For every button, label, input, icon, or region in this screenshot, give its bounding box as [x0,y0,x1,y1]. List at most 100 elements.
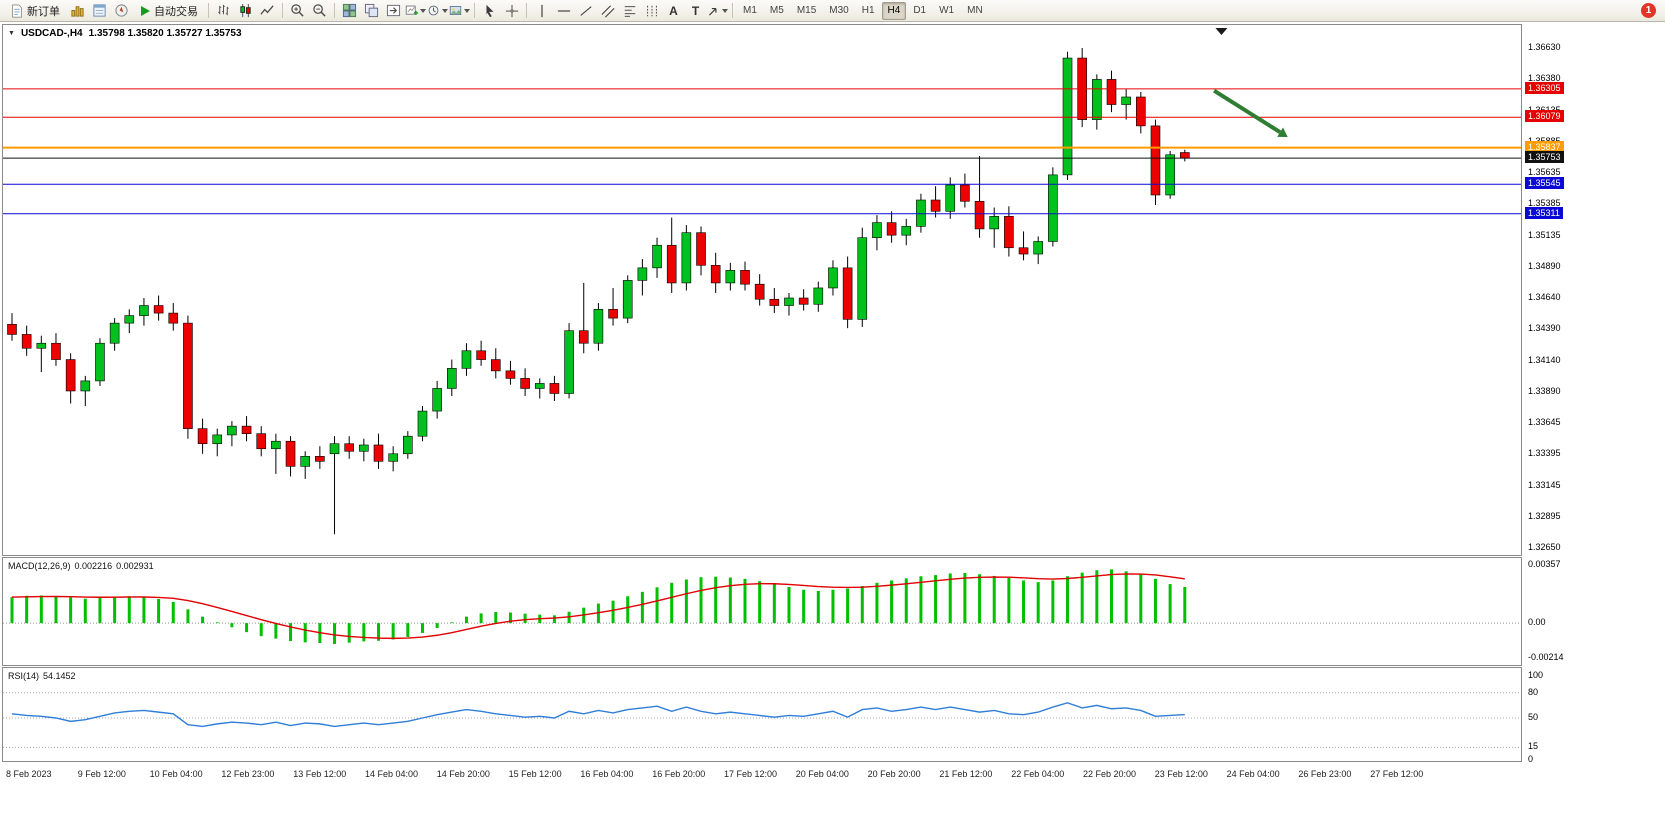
chart-shift-icon[interactable] [383,1,404,21]
time-axis-label: 23 Feb 12:00 [1154,769,1208,779]
timeframe-m15-button[interactable]: M15 [791,2,822,20]
candle-body [329,443,340,455]
price-axis-label: 1.32895 [1528,510,1561,521]
candle-body [857,237,868,320]
candle-body [446,368,457,389]
price-axis-label: 1.36630 [1528,42,1561,52]
arrows-tool-button[interactable] [707,1,728,21]
auto-trading-button[interactable]: 自动交易 [133,1,204,21]
navigator-icon[interactable] [111,1,132,21]
candle-body [1062,57,1073,176]
time-axis-label: 12 Feb 23:00 [221,769,275,779]
trendline-tool-icon[interactable] [575,1,596,21]
timeframe-m30-button[interactable]: M30 [823,2,854,20]
price-line-badge-resistance-1: 1.36305 [1525,81,1564,94]
price-axis-label: 1.35635 [1528,167,1561,177]
vertical-line-tool-icon[interactable] [531,1,552,21]
rsi-axis-label: 0 [1528,754,1534,764]
new-order-button[interactable]: 新订单 [4,1,66,21]
macd-name-label: MACD(12,26,9) [8,561,71,571]
rsi-canvas[interactable] [3,668,1521,761]
candle-body [725,270,736,284]
price-axis-label: 1.35385 [1528,198,1561,209]
market-watch-icon[interactable] [67,1,88,21]
timeframe-m1-button[interactable]: M1 [737,2,763,20]
price-chart-canvas[interactable] [3,25,1521,555]
candlestick-mode-icon[interactable] [235,1,256,21]
macd-axis-label: -0.00214 [1528,652,1564,662]
zoom-in-icon[interactable] [287,1,308,21]
trend-arrow-head [1277,127,1288,137]
timeframe-h4-button[interactable]: H4 [881,1,907,20]
chart-title-bar: ▼ USDCAD-,H4 1.35798 1.35820 1.35727 1.3… [8,28,242,39]
macd-axis-label: 0.00357 [1528,559,1561,569]
candle-body [578,330,589,344]
candle-body [1004,216,1014,249]
profiles-button[interactable] [427,1,448,21]
toolbar-separator [208,3,209,18]
symbol-period-label: USDCAD-,H4 [20,28,83,39]
time-axis-label: 21 Feb 12:00 [939,769,993,779]
fibonacci-tool-icon[interactable] [619,1,640,21]
time-axis-label: 24 Feb 04:00 [1226,769,1280,779]
tile-windows-icon[interactable] [339,1,360,21]
macd-signal-line [11,573,1185,640]
main-chart-panel[interactable]: ▼ USDCAD-,H4 1.35798 1.35820 1.35727 1.3… [2,24,1522,556]
horizontal-line-tool-icon[interactable] [553,1,574,21]
price-axis-label: 1.34890 [1528,260,1561,271]
label-tool-icon[interactable]: T [691,3,700,18]
rsi-line [11,702,1185,728]
dropdown-caret-icon [722,8,728,13]
zoom-out-icon[interactable] [309,1,330,21]
candle-body [696,232,706,266]
price-axis-label: 1.35135 [1528,229,1561,240]
channel-tool-icon[interactable] [597,1,618,21]
candle-body [490,359,501,372]
time-axis-label: 9 Feb 12:00 [77,769,126,779]
timeframe-mn-button[interactable]: MN [961,2,989,20]
crosshair-tool-icon[interactable] [501,1,522,21]
candle-body [80,380,91,392]
candle-body [227,425,237,436]
notification-badge[interactable]: 1 [1641,3,1656,18]
cursor-tool-icon[interactable] [479,1,500,21]
timeframe-m5-button[interactable]: M5 [764,2,790,20]
shift-marker-icon[interactable] [1215,28,1228,35]
candle-body [666,244,677,284]
candle-body [622,280,633,319]
cycle-lines-tool-icon[interactable] [641,1,662,21]
macd-canvas[interactable] [3,558,1521,665]
cascade-windows-icon[interactable] [361,1,382,21]
candle-body [285,440,296,467]
timeframe-w1-button[interactable]: W1 [933,2,960,20]
data-window-icon[interactable] [89,1,110,21]
candle-body [153,305,164,314]
candle-body [652,244,662,269]
candle-body [403,435,413,455]
time-axis-label: 16 Feb 04:00 [580,769,634,779]
candle-body [740,270,750,285]
price-axis-label: 1.33890 [1528,385,1561,396]
timeframe-h1-button[interactable]: H1 [856,2,881,20]
ohlc-values: 1.35798 1.35820 1.35727 1.35753 [88,28,242,39]
collapse-arrow-icon[interactable]: ▼ [8,30,15,37]
macd-panel[interactable]: MACD(12,26,9) 0.002216 0.002931 [2,557,1522,666]
trend-arrow[interactable] [1213,89,1282,134]
candle-body [828,267,838,289]
candle-body [813,287,824,305]
toolbar-separator [282,3,283,18]
line-chart-mode-icon[interactable] [257,1,278,21]
text-tool-icon[interactable]: A [669,3,678,18]
timeframe-d1-button[interactable]: D1 [907,2,932,20]
candle-body [197,428,208,445]
candle-body [36,342,47,349]
new-chart-button[interactable] [405,1,426,21]
candle-body [549,383,560,394]
rsi-name-label: RSI(14) [8,671,40,681]
rsi-panel[interactable]: RSI(14) 54.1452 [2,667,1522,762]
bar-chart-mode-icon[interactable] [213,1,234,21]
time-axis-label: 10 Feb 04:00 [149,769,203,779]
rsi-value: 54.1452 [43,671,76,681]
candle-body [109,322,120,344]
screenshot-button[interactable] [449,1,470,21]
